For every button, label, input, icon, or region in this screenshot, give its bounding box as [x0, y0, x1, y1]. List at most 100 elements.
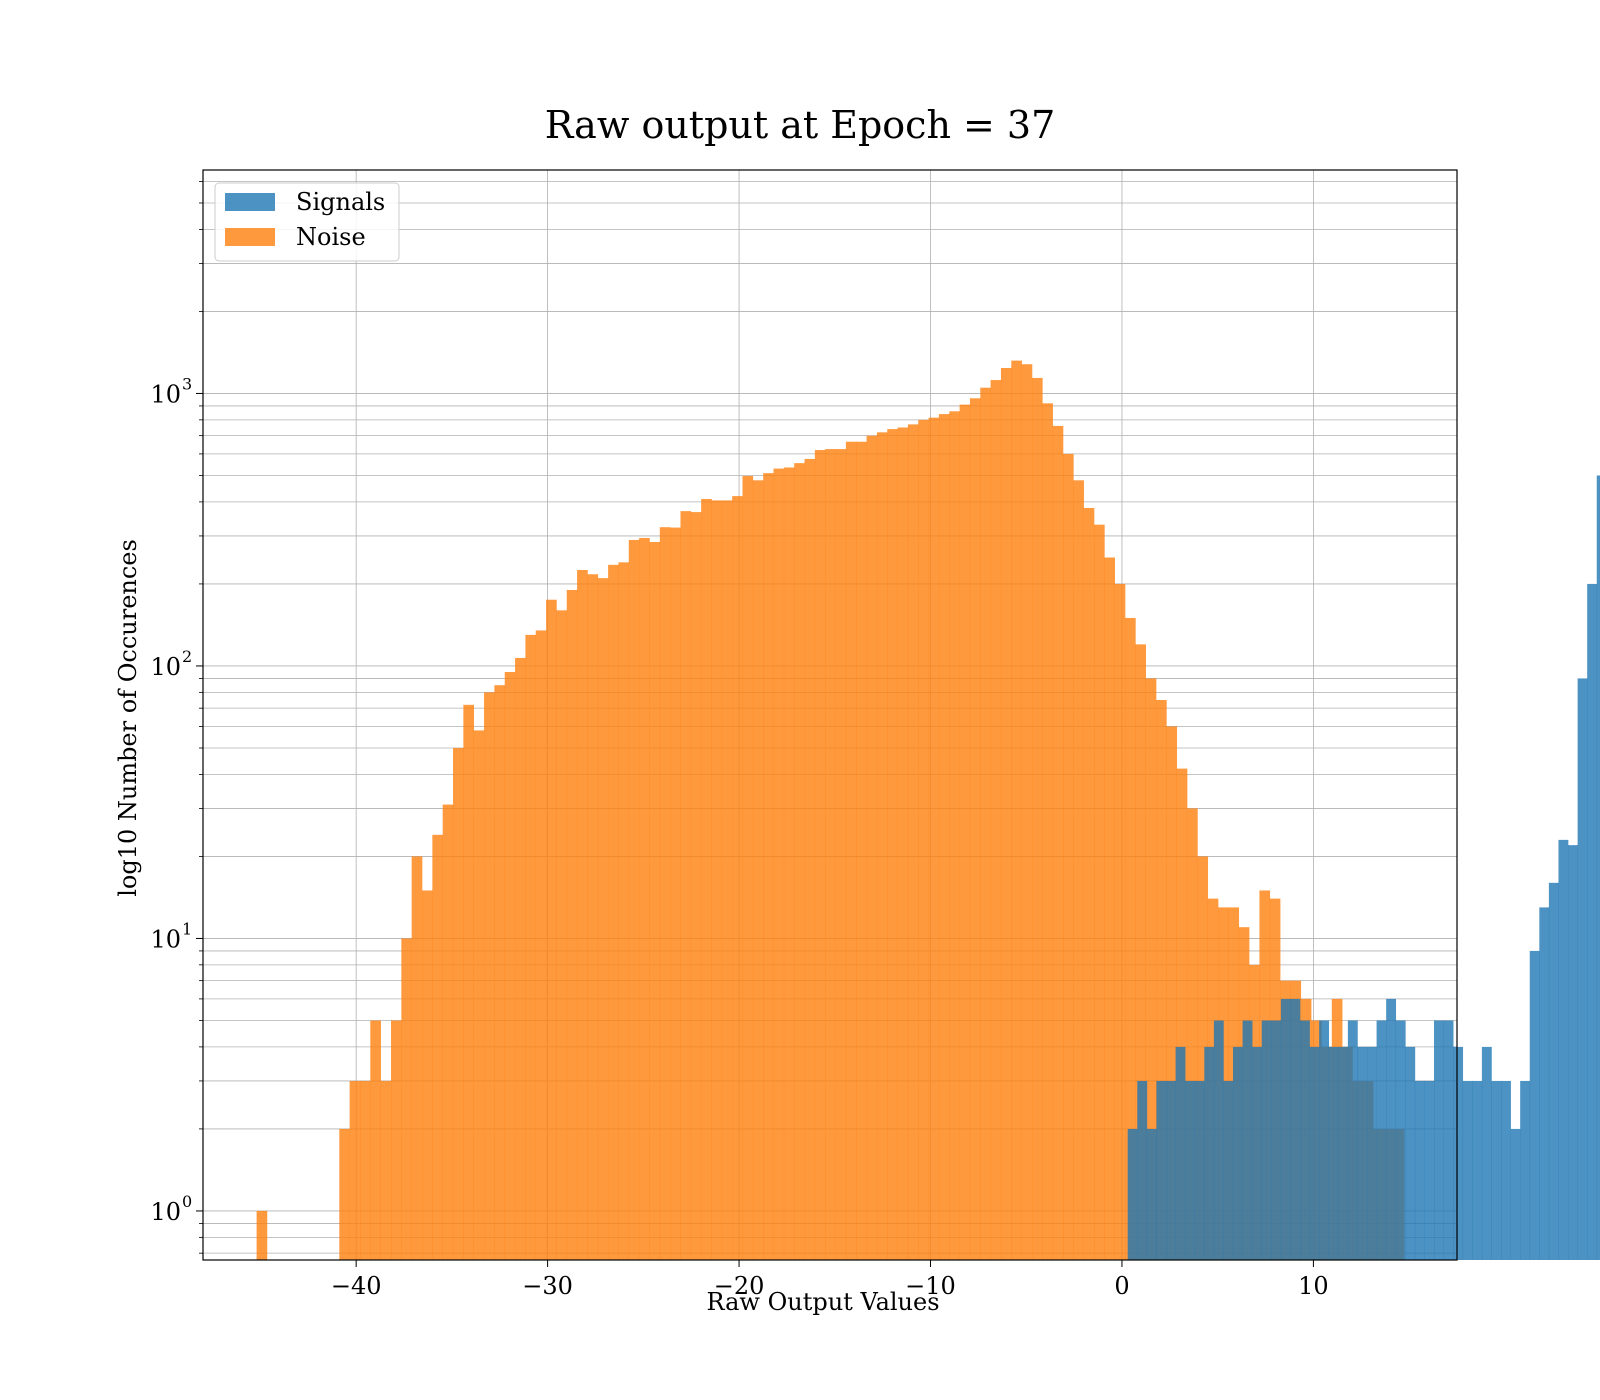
- signals-bar: [1395, 1020, 1406, 1260]
- signals-bar: [1252, 1046, 1263, 1260]
- noise-bar: [711, 500, 723, 1260]
- signals-bar: [1481, 1046, 1492, 1260]
- noise-bar: [680, 511, 692, 1261]
- noise-bar: [928, 417, 940, 1260]
- y-tick-label: 10: [150, 380, 181, 408]
- signals-bar: [1596, 475, 1600, 1260]
- chart-title: Raw output at Epoch = 37: [545, 103, 1056, 147]
- noise-bar: [1114, 583, 1126, 1260]
- noise-bar: [422, 890, 433, 1260]
- noise-bar: [721, 500, 733, 1260]
- noise-bar: [411, 856, 423, 1260]
- noise-bar: [515, 657, 526, 1260]
- signals-bar: [1434, 1020, 1444, 1260]
- noise-bar: [473, 730, 485, 1260]
- signals-bar: [1529, 950, 1540, 1260]
- noise-bar: [391, 1020, 402, 1260]
- signals-bar: [1577, 678, 1588, 1260]
- x-tick-label: −20: [714, 1272, 765, 1300]
- noise-bar: [256, 1210, 268, 1260]
- signals-bar: [1165, 1080, 1176, 1260]
- noise-bar: [556, 610, 568, 1260]
- y-tick-exponent: 2: [182, 647, 192, 666]
- signals-bar: [1520, 1080, 1531, 1260]
- noise-bar: [845, 441, 857, 1261]
- noise-bar: [897, 427, 909, 1260]
- signals-bar: [1568, 845, 1578, 1260]
- noise-bar: [938, 414, 950, 1261]
- noise-bar: [659, 527, 671, 1260]
- signals-bar: [1539, 907, 1550, 1260]
- y-tick-exponent: 3: [182, 374, 192, 393]
- signals-bar: [1338, 1046, 1349, 1260]
- noise-bar: [670, 527, 681, 1260]
- noise-bar: [535, 630, 547, 1260]
- noise-bar: [442, 804, 454, 1260]
- signals-bar: [1472, 1080, 1483, 1260]
- noise-bar: [794, 463, 805, 1261]
- noise-bar: [918, 419, 929, 1260]
- signals-bar: [1204, 1046, 1215, 1260]
- signals-bar: [1185, 1080, 1196, 1260]
- y-tick-label: 10: [150, 653, 181, 681]
- noise-bar: [907, 424, 919, 1260]
- noise-bar: [742, 475, 754, 1260]
- noise-bar: [701, 498, 712, 1260]
- noise-bar: [649, 542, 661, 1260]
- signals-bar: [1280, 998, 1291, 1260]
- x-tick-label: 0: [1114, 1272, 1129, 1300]
- noise-bar: [690, 512, 702, 1260]
- signals-bar: [1127, 1128, 1138, 1260]
- noise-bar: [763, 473, 774, 1261]
- x-tick-label: 10: [1298, 1272, 1329, 1300]
- noise-bar: [1083, 507, 1095, 1260]
- noise-bar: [597, 578, 609, 1260]
- signals-bar: [1501, 1080, 1511, 1260]
- noise-bar: [463, 704, 475, 1260]
- noise-bar: [401, 938, 412, 1260]
- noise-bar: [370, 1020, 381, 1260]
- legend-swatch-noise: [225, 228, 275, 246]
- noise-bar: [866, 435, 878, 1261]
- noise-bar: [1021, 364, 1033, 1260]
- noise-bar: [608, 564, 619, 1260]
- noise-bar: [1156, 699, 1167, 1260]
- signals-bar: [1156, 1080, 1167, 1260]
- signals-bar: [1223, 1080, 1234, 1260]
- signals-bar: [1328, 1046, 1339, 1260]
- signals-bar: [1319, 1020, 1330, 1260]
- noise-bar: [1073, 480, 1084, 1260]
- noise-bar: [959, 404, 971, 1260]
- noise-bar: [484, 692, 495, 1260]
- noise-bar: [628, 539, 640, 1260]
- signal-bars: [1127, 475, 1600, 1260]
- signals-bar: [1491, 1080, 1502, 1260]
- signals-bar: [1290, 998, 1301, 1260]
- noise-bar: [752, 480, 764, 1260]
- signals-bar: [1443, 1020, 1454, 1260]
- legend: Signals Noise: [214, 182, 400, 262]
- y-tick-label: 10: [150, 1198, 181, 1226]
- noise-bar: [525, 634, 537, 1260]
- signals-bar: [1548, 882, 1559, 1260]
- noise-bar: [887, 429, 898, 1260]
- x-tick-label: −10: [905, 1272, 956, 1300]
- noise-bar: [339, 1128, 350, 1260]
- noise-bar: [814, 450, 826, 1260]
- y-axis-label: log10 Number of Occurences: [114, 539, 142, 897]
- signals-bar: [1300, 1020, 1310, 1260]
- legend-label-signals: Signals: [296, 188, 385, 216]
- noise-bar: [1187, 808, 1198, 1260]
- signals-bar: [1510, 1128, 1521, 1260]
- noise-bar: [1062, 453, 1074, 1260]
- noise-bar: [546, 599, 557, 1260]
- noise-bar: [618, 562, 630, 1260]
- signals-bar: [1347, 1020, 1358, 1260]
- signals-bar: [1462, 1080, 1473, 1260]
- noise-bar: [876, 432, 888, 1260]
- noise-bar: [825, 449, 836, 1260]
- noise-bar: [732, 496, 743, 1260]
- signals-bar: [1357, 1046, 1368, 1260]
- signals-bar: [1137, 1080, 1148, 1260]
